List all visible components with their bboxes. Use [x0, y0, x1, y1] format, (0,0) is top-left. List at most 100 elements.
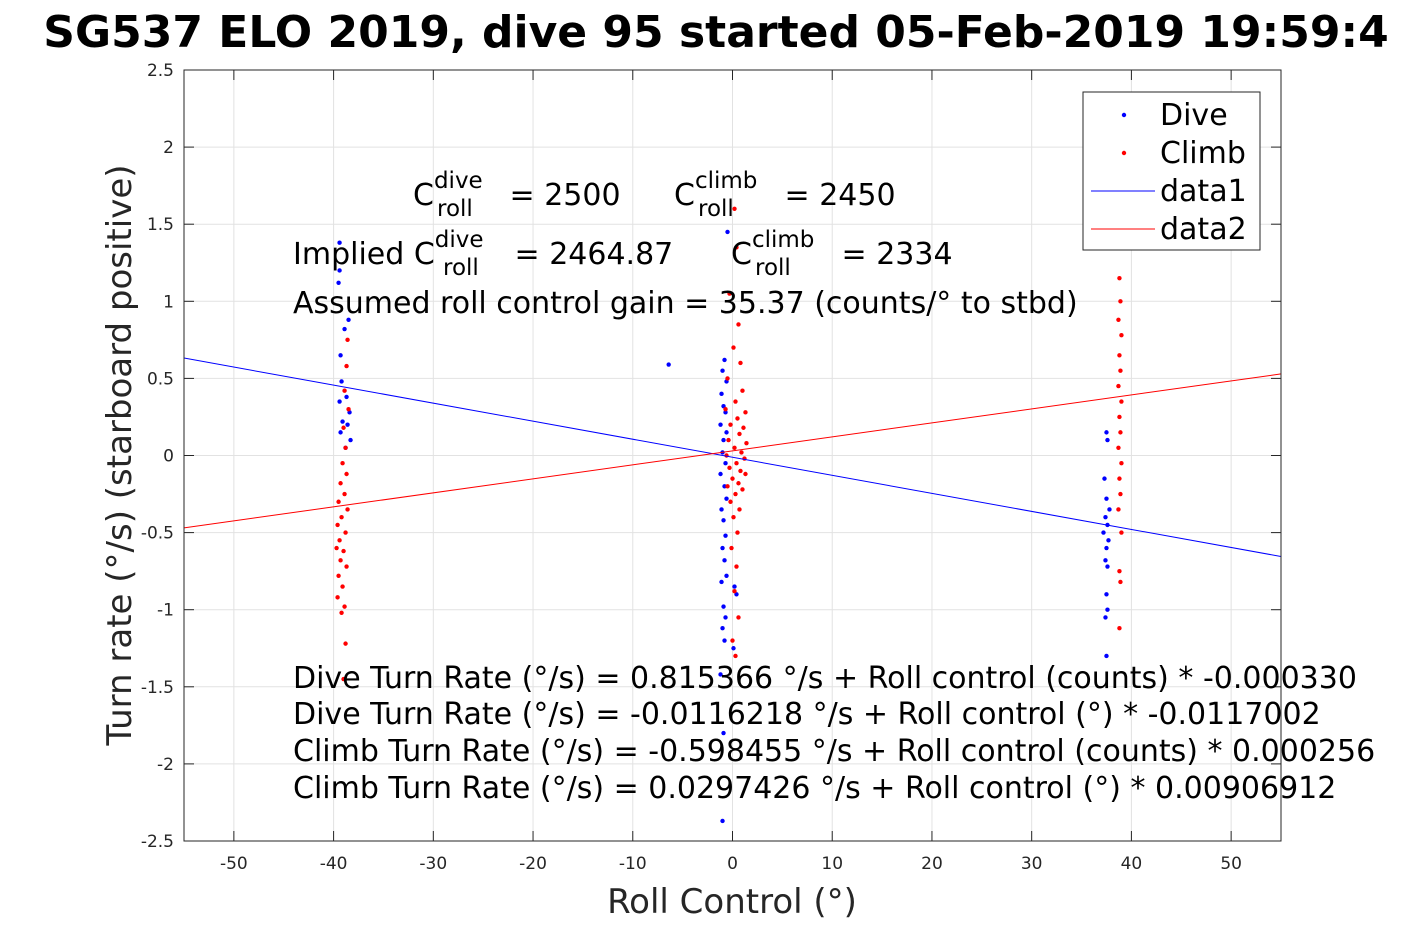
dive-point	[1105, 437, 1110, 443]
legend-data2-label: data2	[1160, 212, 1247, 247]
climb-point	[1119, 399, 1124, 404]
dive-point	[720, 545, 725, 551]
fit-climb-counts: Climb Turn Rate (°/s) = -0.598455 °/s + …	[293, 734, 1375, 769]
climb-point	[343, 445, 348, 450]
y-tick-label: 1	[163, 292, 174, 312]
legend-data1-label: data1	[1160, 174, 1247, 209]
dive-point	[718, 422, 723, 427]
climb-point	[1118, 368, 1123, 373]
climb-point	[728, 499, 733, 504]
dive-point	[1106, 538, 1111, 543]
dive-point	[719, 507, 724, 512]
climb-point	[338, 558, 343, 563]
climb-point	[1117, 353, 1122, 358]
climb-point	[732, 445, 737, 450]
y-axis-label: Turn rate (°/s) (starboard positive)	[100, 164, 140, 746]
climb-point	[1117, 568, 1122, 574]
climb-point	[735, 530, 740, 535]
climb-point	[1117, 275, 1122, 281]
x-tick-label: -10	[619, 854, 647, 874]
climb-point	[340, 584, 345, 589]
dive-point	[336, 280, 341, 285]
climb-point	[1118, 430, 1123, 435]
climb-point	[727, 465, 732, 471]
dive-point	[337, 399, 342, 404]
x-tick-label: -50	[220, 854, 248, 874]
climb-point	[733, 399, 738, 404]
climb-point	[737, 507, 742, 512]
climb-point	[736, 615, 741, 620]
dive-point	[722, 558, 727, 563]
climb-point	[744, 440, 749, 446]
climb-point	[1119, 530, 1124, 535]
legend-climb-label: Climb	[1160, 136, 1246, 171]
dive-point	[721, 730, 726, 736]
dive-point	[722, 357, 727, 363]
climb-point	[334, 545, 339, 551]
fit-dive-degrees: Dive Turn Rate (°/s) = -0.0116218 °/s + …	[293, 697, 1321, 732]
climb-point	[1119, 333, 1124, 338]
climb-point	[733, 491, 738, 497]
x-axis-label: Roll Control (°)	[607, 882, 857, 922]
climb-point	[1118, 579, 1123, 585]
climb-point	[1118, 491, 1123, 497]
x-tick-label: 30	[1021, 854, 1043, 874]
dive-point	[723, 461, 728, 466]
climb-point	[740, 487, 745, 492]
climb-point	[1116, 507, 1121, 512]
dive-point	[724, 496, 729, 501]
climb-point	[732, 206, 737, 211]
climb-point	[343, 530, 348, 535]
dive-point	[719, 579, 724, 585]
roll-gain-text: Assumed roll control gain = 35.37 (count…	[293, 286, 1078, 321]
dive-point	[344, 394, 349, 400]
climb-point	[341, 548, 346, 554]
climb-point	[341, 425, 346, 430]
y-tick-label: 0	[163, 447, 174, 467]
dive-point	[723, 410, 728, 415]
climb-point	[734, 245, 739, 250]
x-tick-label: 0	[727, 854, 738, 874]
dive-point	[666, 362, 671, 367]
climb-point	[738, 468, 743, 474]
dive-point	[338, 353, 343, 358]
x-tick-label: 50	[1220, 854, 1242, 874]
dive-point	[720, 368, 725, 373]
dive-point	[346, 317, 351, 323]
dive-point	[1104, 430, 1109, 435]
climb-point	[1117, 626, 1122, 631]
climb-point	[339, 610, 344, 615]
tick-labels: -50 -40 -30 -20 -10 0 10 20 30 40 50-2.5-2-1.5-1-0…	[141, 61, 1242, 874]
data1-fit-line	[184, 357, 1281, 557]
climb-point	[726, 437, 731, 443]
y-tick-label: 2	[163, 138, 174, 158]
legend-dive-label: Dive	[1160, 98, 1228, 133]
axes-box	[183, 69, 1282, 842]
x-tick-label: 20	[921, 854, 943, 874]
climb-point	[723, 407, 728, 412]
dive-point	[1105, 564, 1110, 569]
climb-point	[733, 653, 738, 659]
climb-point	[738, 360, 743, 366]
climb-point	[336, 499, 341, 504]
climb-point	[739, 450, 744, 455]
dive-point	[1105, 607, 1110, 612]
y-tick-label: -0.5	[141, 524, 174, 544]
legend-climb-marker	[1121, 150, 1127, 156]
climb-point	[342, 604, 347, 609]
climb-point	[338, 481, 343, 486]
dive-point	[337, 268, 342, 273]
climb-point	[734, 461, 739, 466]
dive-point	[340, 419, 345, 424]
implied-c-roll-dive: Implied Cdive roll = 2464.87	[293, 227, 673, 281]
climb-point	[1119, 461, 1124, 466]
climb-point	[734, 564, 739, 569]
data2-fit-line	[184, 373, 1281, 529]
legend-dive-marker	[1121, 112, 1127, 118]
dive-point	[1103, 514, 1108, 520]
dive-point	[337, 240, 342, 245]
climb-point	[743, 471, 748, 477]
chart-title: SG537 ELO 2019, dive 95 started 05-Feb-2…	[43, 7, 1388, 58]
climb-point	[342, 388, 347, 393]
dive-point	[1104, 496, 1109, 501]
